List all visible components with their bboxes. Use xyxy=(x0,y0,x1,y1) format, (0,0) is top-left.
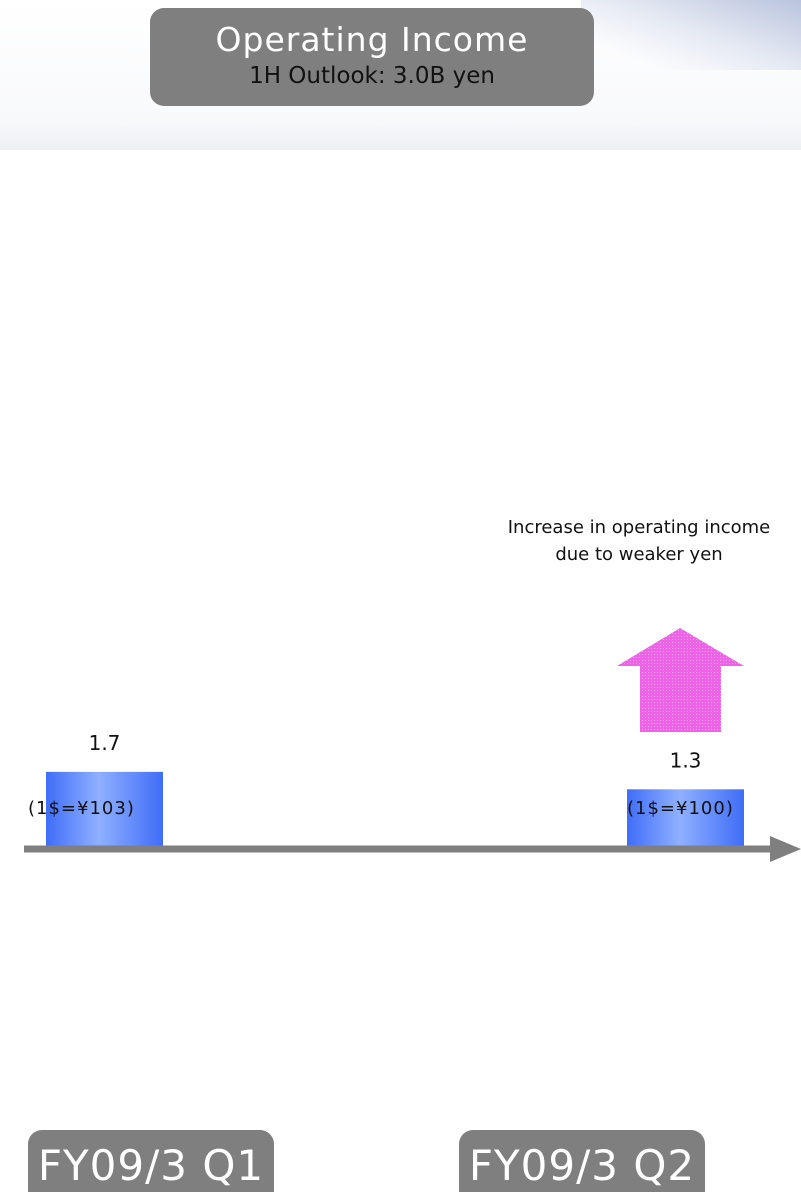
data-label-2: 1.3 xyxy=(670,748,702,772)
bar-1 xyxy=(46,771,163,846)
increase-arrow-icon xyxy=(617,628,744,732)
title-box: Operating Income 1H Outlook: 3.0B yen xyxy=(150,8,594,106)
category-label-q1: FY09/3 Q1 xyxy=(28,1130,274,1192)
rate-label-q2: (1$=¥100) xyxy=(627,798,734,819)
header-decoration xyxy=(581,0,801,70)
bar-2 xyxy=(627,789,744,846)
category-label-q2: FY09/3 Q2 xyxy=(459,1130,705,1192)
annotation-text: Increase in operating income due to weak… xyxy=(507,517,771,565)
data-label-1: 1.7 xyxy=(89,731,121,755)
x-axis-arrowhead-icon xyxy=(770,836,801,862)
chart-subtitle: 1H Outlook: 3.0B yen xyxy=(249,63,495,89)
rate-label-q1: (1$=¥103) xyxy=(28,798,135,819)
chart-title: Operating Income xyxy=(215,20,529,59)
